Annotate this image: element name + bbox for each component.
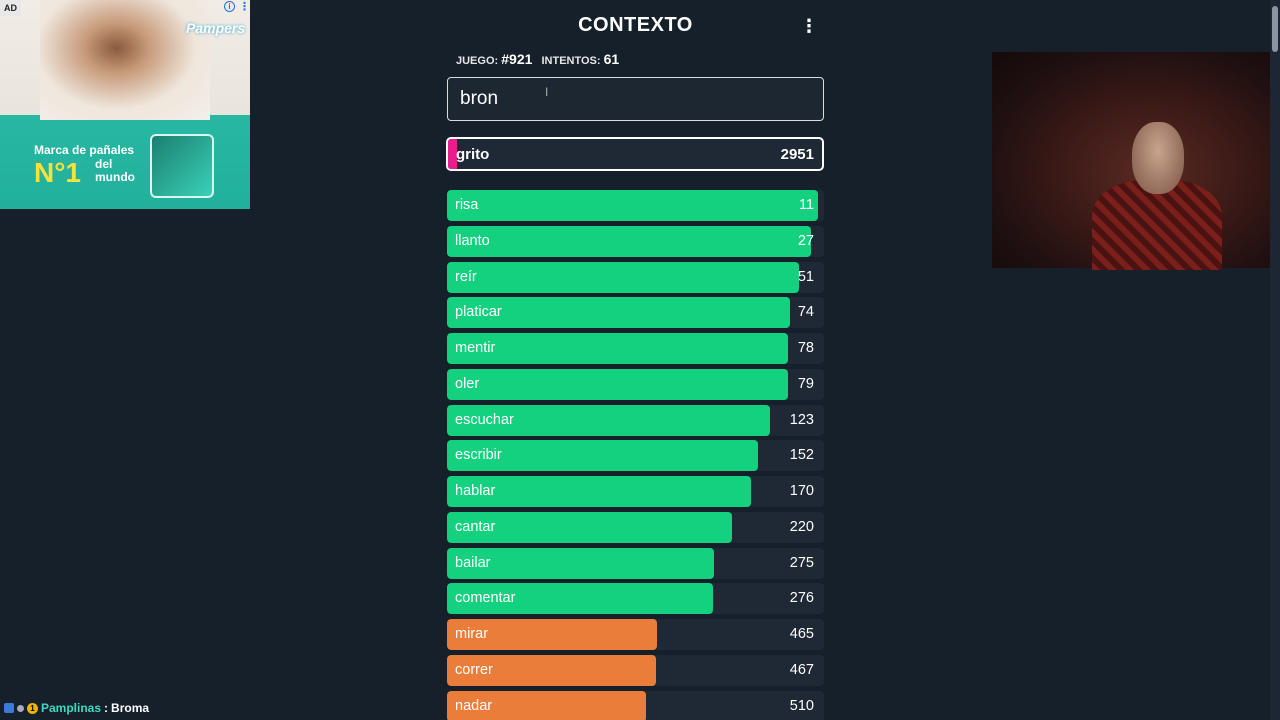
ad-photo	[40, 0, 210, 120]
ad-info-icon[interactable]: i	[224, 1, 235, 12]
ad-brand-logo: Pampers	[186, 20, 246, 36]
text-cursor-icon: I	[545, 85, 549, 99]
current-guess-row: grito 2951	[446, 137, 824, 171]
game-info: JUEGO: #921 INTENTOS: 61	[456, 51, 625, 67]
ad-number-subtitle: del mundo	[95, 157, 135, 184]
guess-row-bar	[447, 261, 800, 293]
guess-row-word: escribir	[455, 447, 502, 464]
guess-row: llanto 27	[447, 225, 824, 257]
ad-tag: AD	[0, 0, 21, 16]
chat-text: Broma	[111, 701, 150, 715]
guess-row: risa 11	[447, 190, 824, 221]
guess-row-bar	[447, 368, 789, 400]
current-guess-rank: 2951	[780, 146, 814, 163]
ad-menu-icon[interactable]: ⋮	[239, 1, 250, 13]
kebab-menu-icon[interactable]: ⋮	[800, 16, 818, 36]
guess-row: reír 51	[447, 261, 824, 293]
guess-row: comentar 276	[447, 583, 824, 615]
guess-row-bar	[447, 225, 811, 257]
guess-row: nadar 510	[447, 690, 824, 720]
guess-row-word: oler	[455, 375, 480, 392]
guess-row-bar	[447, 333, 789, 364]
guess-row-rank: 11	[798, 197, 814, 213]
guess-row-rank: 27	[797, 232, 814, 249]
guess-row-word: cantar	[455, 518, 496, 535]
game-number: #921	[501, 51, 533, 67]
ad-headline: Marca de pañales	[34, 143, 135, 157]
current-guess-word: grito	[456, 146, 490, 163]
chat-separator: :	[104, 701, 109, 715]
chat-badge-icon	[4, 703, 14, 713]
guess-row-bar	[447, 297, 791, 329]
guess-row-word: bailar	[455, 554, 491, 571]
guess-row-rank: 123	[789, 411, 814, 428]
guess-row-word: nadar	[455, 697, 493, 714]
guess-row: platicar 74	[447, 297, 824, 329]
webcam-person-head	[1132, 122, 1184, 194]
guess-row-rank: 78	[797, 340, 814, 356]
webcam-person-body	[1092, 180, 1222, 270]
guess-row-word: escuchar	[455, 411, 514, 428]
guess-row-word: hablar	[455, 483, 496, 499]
guess-row-word: correr	[455, 661, 493, 678]
guess-row: escribir 152	[447, 440, 824, 472]
attempts-label: INTENTOS:	[541, 55, 601, 67]
guess-row-rank: 152	[789, 447, 814, 464]
guess-row: mirar 465	[447, 619, 824, 650]
ad-number: N°1	[34, 157, 81, 188]
chat-badge-icon	[17, 704, 24, 712]
guess-row-word: platicar	[455, 304, 502, 321]
chat-message: 1 Pamplinas : Broma	[4, 701, 149, 715]
chat-username: Pamplinas	[41, 701, 102, 715]
guess-row-word: llanto	[455, 232, 490, 249]
guess-row: correr 467	[447, 654, 824, 686]
chat-badge-icon: 1	[27, 702, 38, 714]
guess-row-bar	[447, 619, 657, 650]
guess-row-bar	[447, 547, 714, 579]
guess-row-rank: 465	[789, 626, 814, 642]
guess-row-bar	[447, 583, 714, 615]
guess-row: bailar 275	[447, 547, 824, 579]
guess-row-bar	[447, 190, 819, 221]
guess-row-rank: 467	[789, 661, 814, 678]
page-scrollbar[interactable]	[1270, 0, 1280, 720]
advertisement-banner[interactable]: AD i ⋮ Pampers Marca de pañales N°1 del …	[0, 0, 250, 209]
ad-product-image	[150, 134, 214, 198]
guess-row-rank: 74	[797, 304, 814, 321]
guess-row-bar	[447, 511, 732, 543]
attempts-count: 61	[603, 51, 620, 67]
game-label: JUEGO:	[456, 55, 499, 67]
guess-row-bar	[447, 654, 657, 686]
guess-row: hablar 170	[447, 476, 824, 507]
scrollbar-thumb[interactable]	[1272, 6, 1278, 52]
guess-row: escuchar 123	[447, 404, 824, 436]
guess-row-word: mirar	[455, 626, 489, 642]
guess-row-bar	[447, 404, 771, 436]
guess-row-word: risa	[455, 197, 479, 213]
guess-row: cantar 220	[447, 511, 824, 543]
guess-row: mentir 78	[447, 333, 824, 364]
guess-input[interactable]	[447, 77, 824, 121]
guess-row-rank: 276	[789, 590, 814, 607]
guess-row-rank: 220	[789, 518, 814, 535]
guess-row-rank: 510	[789, 697, 814, 714]
guess-row-bar	[447, 440, 759, 472]
webcam-overlay	[992, 52, 1280, 270]
page-title: CONTEXTO	[578, 14, 693, 36]
guess-list: risa 11 llanto 27 reír 51 platicar 74 mentir 78 ol…	[447, 190, 824, 720]
guess-row-word: mentir	[455, 340, 496, 356]
guess-row-rank: 79	[797, 375, 814, 392]
guess-row-bar	[447, 690, 647, 720]
current-guess-bar	[448, 139, 458, 169]
guess-row-rank: 275	[789, 554, 814, 571]
guess-row-bar	[447, 476, 751, 507]
guess-row-word: comentar	[455, 590, 516, 607]
guess-row: oler 79	[447, 368, 824, 400]
guess-row-word: reír	[455, 268, 477, 285]
guess-row-rank: 170	[789, 483, 814, 499]
guess-row-rank: 51	[797, 268, 814, 285]
